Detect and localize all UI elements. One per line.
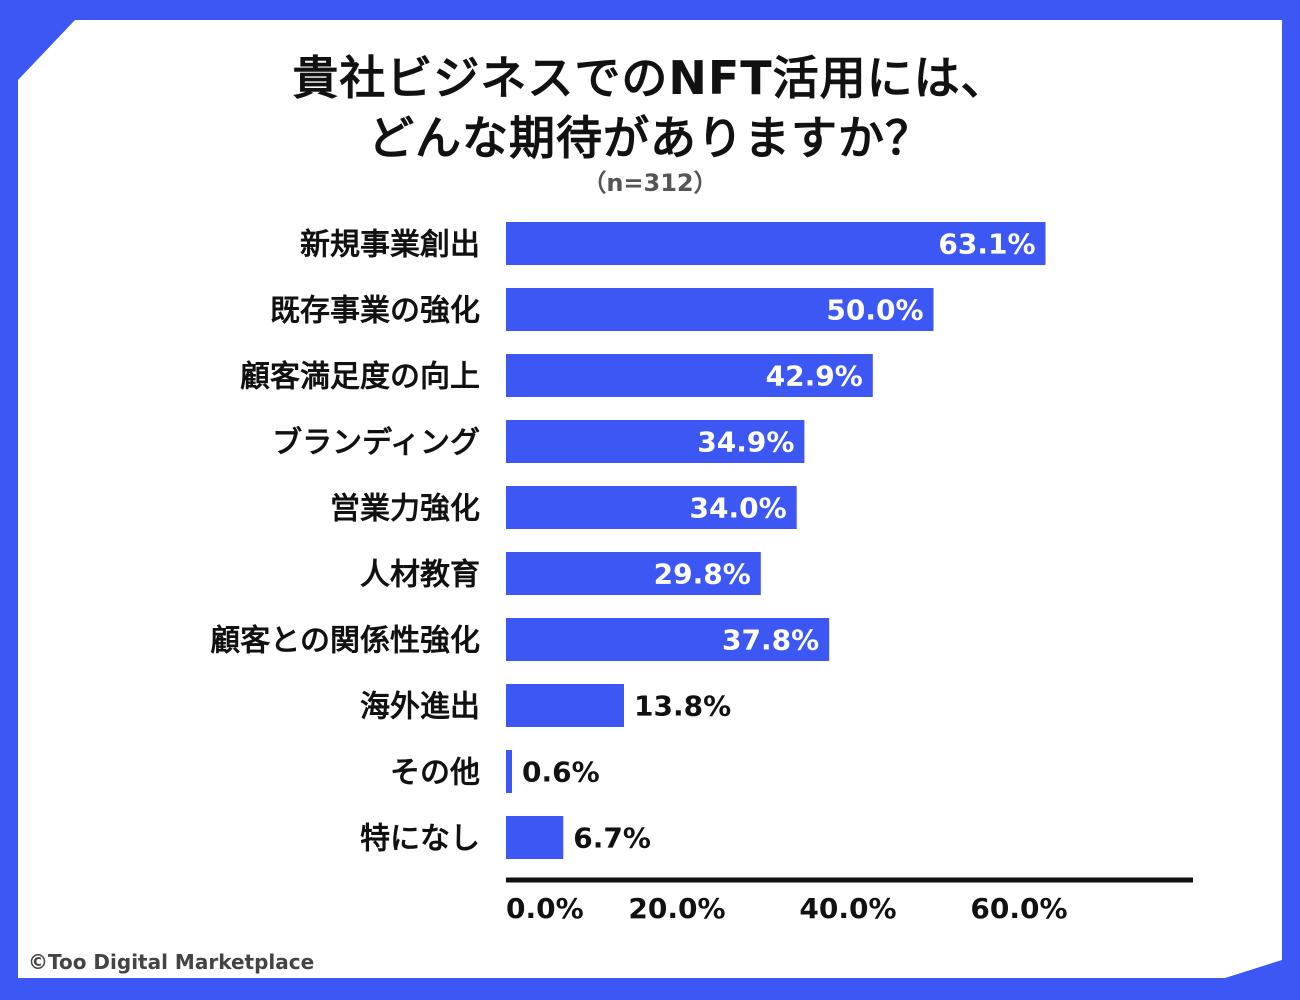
category-label-6: 人材教育 bbox=[360, 558, 480, 593]
category-label-1: 新規事業創出 bbox=[300, 228, 480, 263]
bar-4 bbox=[506, 420, 805, 463]
category-label-9: その他 bbox=[390, 756, 480, 791]
value-label-1: 63.1% bbox=[938, 228, 1035, 261]
bar-10 bbox=[506, 816, 564, 859]
value-label-6: 29.8% bbox=[654, 558, 751, 591]
value-label-9: 0.6% bbox=[522, 756, 600, 789]
chart-title-line-1: 貴社ビジネスでのNFT活用には、 bbox=[292, 51, 1008, 105]
category-label-4: ブランディング bbox=[272, 426, 480, 461]
x-tick-label-4: 60.0% bbox=[970, 892, 1067, 925]
bar-8 bbox=[506, 684, 624, 727]
value-label-3: 42.9% bbox=[766, 360, 863, 393]
category-label-10: 特になし bbox=[360, 822, 480, 857]
value-label-8: 13.8% bbox=[634, 690, 731, 723]
chart-title-line-2: どんな期待がありますか？ bbox=[368, 111, 932, 165]
value-label-4: 34.9% bbox=[697, 426, 794, 459]
value-label-2: 50.0% bbox=[826, 294, 923, 327]
bar-5 bbox=[506, 486, 797, 529]
category-label-8: 海外進出 bbox=[360, 690, 480, 725]
value-label-10: 6.7% bbox=[573, 822, 651, 855]
chart-subtitle: （n=312） bbox=[582, 169, 718, 197]
bar-6 bbox=[506, 552, 761, 595]
bar-7 bbox=[506, 618, 830, 661]
x-tick-label-1: 0.0% bbox=[506, 892, 584, 925]
value-label-7: 37.8% bbox=[722, 624, 819, 657]
category-label-2: 既存事業の強化 bbox=[270, 294, 480, 329]
category-label-5: 営業力強化 bbox=[330, 492, 480, 527]
bar-2 bbox=[506, 288, 934, 331]
x-tick-label-3: 40.0% bbox=[799, 892, 896, 925]
copyright-credit: ©Too Digital Marketplace bbox=[28, 950, 315, 974]
x-tick-label-2: 20.0% bbox=[628, 892, 725, 925]
bar-9 bbox=[506, 750, 512, 793]
category-label-7: 顧客との関係性強化 bbox=[210, 624, 480, 659]
bar-3 bbox=[506, 354, 873, 397]
category-label-3: 顧客満足度の向上 bbox=[240, 360, 480, 395]
value-label-5: 34.0% bbox=[690, 492, 787, 525]
bar-1 bbox=[506, 222, 1046, 265]
